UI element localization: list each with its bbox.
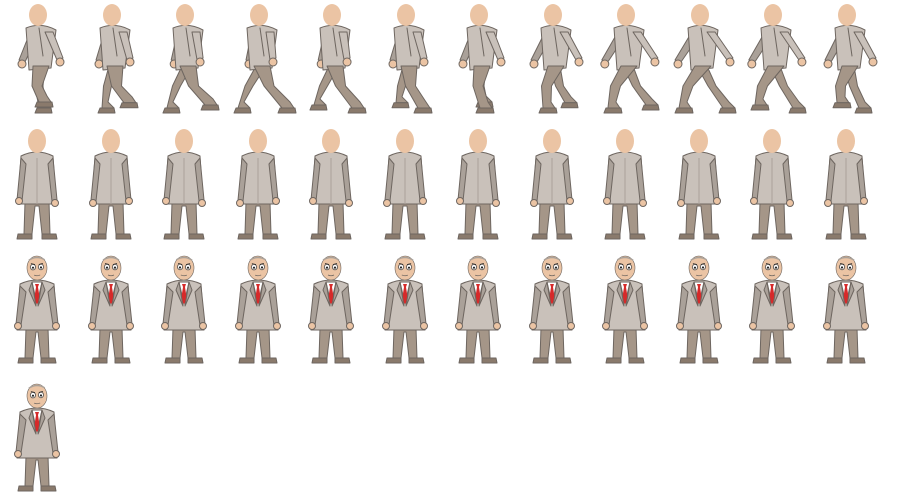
standing-man-back-icon [676, 129, 721, 240]
idle-back-frame [146, 129, 222, 248]
walk-side-frame [293, 4, 369, 122]
walk-side-frame [220, 4, 296, 122]
walking-man-side-icon [600, 4, 660, 114]
idle-back-frame [220, 129, 296, 248]
idle-front-frame [440, 254, 516, 372]
standing-man-back-icon [823, 129, 868, 240]
standing-man-front-icon [308, 255, 354, 364]
idle-front-frame [734, 254, 810, 372]
walking-man-side-icon [458, 4, 506, 114]
walking-man-side-icon [823, 4, 877, 114]
standing-man-back-icon [162, 129, 206, 240]
walking-man-side-icon [162, 4, 220, 114]
standing-man-front-icon [675, 255, 722, 364]
walking-man-side-icon [94, 4, 138, 114]
idle-back-frame [0, 129, 75, 248]
standing-man-front-icon [602, 255, 648, 364]
idle-back-frame [440, 129, 516, 248]
idle-front-frame [73, 254, 149, 372]
standing-man-back-icon [235, 129, 280, 240]
walk-side-frame [73, 4, 149, 122]
walking-man-side-icon [17, 4, 65, 114]
walking-man-side-icon [747, 4, 807, 114]
standing-man-front-icon [749, 255, 795, 364]
idle-back-frame [367, 129, 443, 248]
standing-man-front-icon [234, 255, 281, 364]
walk-side-frame [514, 4, 590, 122]
standing-man-front-icon [381, 255, 428, 364]
standing-man-back-icon [603, 129, 647, 240]
walk-side-frame [808, 4, 884, 122]
idle-back-frame [661, 129, 737, 248]
walk-side-frame [146, 4, 222, 122]
standing-man-back-icon [382, 129, 427, 240]
walking-man-side-icon [233, 4, 296, 114]
idle-back-frame [514, 129, 590, 248]
standing-man-front-icon [822, 255, 869, 364]
walk-side-frame [661, 4, 737, 122]
standing-man-back-icon [750, 129, 794, 240]
walking-man-side-icon [529, 4, 583, 114]
idle-front-frame [661, 254, 737, 372]
idle-back-frame [587, 129, 663, 248]
standing-man-front-icon [161, 255, 207, 364]
walk-side-frame [367, 4, 443, 122]
walking-man-side-icon [309, 4, 367, 114]
standing-man-front-icon [87, 255, 134, 364]
walk-side-frame [440, 4, 516, 122]
walk-side-frame [0, 4, 75, 122]
idle-front-extra-frame [0, 382, 75, 500]
standing-man-back-icon [15, 129, 59, 240]
standing-man-front-icon [14, 255, 60, 364]
standing-man-back-icon [456, 129, 500, 240]
idle-front-frame [146, 254, 222, 372]
standing-man-back-icon [309, 129, 353, 240]
idle-back-frame [808, 129, 884, 248]
standing-man-back-icon [529, 129, 574, 240]
idle-front-frame [587, 254, 663, 372]
idle-front-frame [0, 254, 75, 372]
idle-front-frame [220, 254, 296, 372]
walking-man-side-icon [388, 4, 432, 114]
standing-man-front-icon [455, 255, 501, 364]
standing-man-front-icon [14, 383, 60, 492]
walk-side-frame [734, 4, 810, 122]
idle-front-frame [514, 254, 590, 372]
idle-back-frame [734, 129, 810, 248]
standing-man-front-icon [528, 255, 575, 364]
idle-back-frame [293, 129, 369, 248]
walking-man-side-icon [673, 4, 736, 114]
idle-front-frame [808, 254, 884, 372]
walk-side-frame [587, 4, 663, 122]
standing-man-back-icon [88, 129, 133, 240]
idle-front-frame [367, 254, 443, 372]
idle-back-frame [73, 129, 149, 248]
idle-front-frame [293, 254, 369, 372]
